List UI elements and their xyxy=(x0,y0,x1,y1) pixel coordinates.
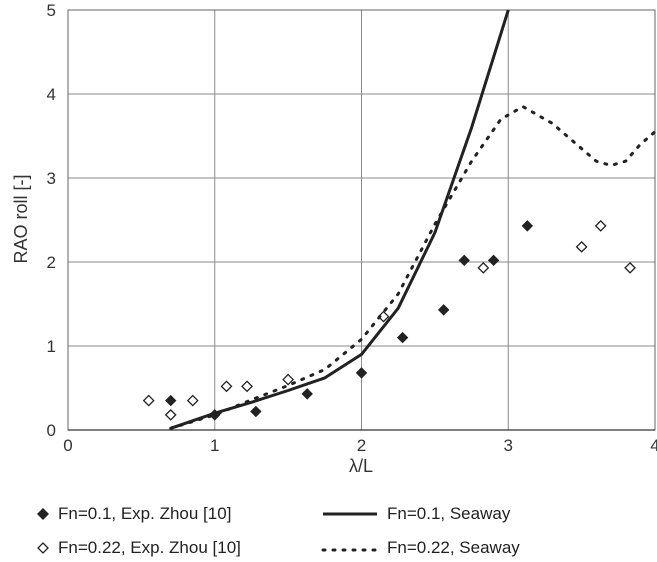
data-point-fn022-exp xyxy=(186,394,199,407)
y-tick-label: 2 xyxy=(47,253,56,272)
y-tick-label: 0 xyxy=(47,421,56,440)
solid-line-icon xyxy=(323,512,377,516)
data-point-fn01-exp xyxy=(458,254,470,267)
x-axis-label: λ/L xyxy=(349,456,373,476)
legend-item-fn022-seaway: Fn=0.22, Seaway xyxy=(321,538,520,558)
series-line-fn01-seaway xyxy=(170,9,510,430)
legend-label: Fn=0.1, Seaway xyxy=(387,504,511,523)
data-point-fn022-exp xyxy=(594,219,607,232)
x-tick-label: 2 xyxy=(357,436,366,455)
data-point-fn022-exp xyxy=(477,261,490,274)
y-tick-label: 5 xyxy=(47,1,56,20)
chart-legend: Fn=0.1, Exp. Zhou [10] Fn=0.1, Seaway Fn… xyxy=(36,498,636,562)
dotted-line-icon xyxy=(321,548,379,552)
plot-area xyxy=(67,9,656,431)
legend-label: Fn=0.1, Exp. Zhou [10] xyxy=(58,504,232,523)
x-tick-label: 0 xyxy=(63,436,72,455)
data-point-fn01-exp xyxy=(487,254,500,267)
legend-item-fn01-exp: Fn=0.1, Exp. Zhou [10] xyxy=(36,504,231,524)
legend-item-fn01-seaway: Fn=0.1, Seaway xyxy=(321,504,510,524)
data-point-fn01-exp xyxy=(355,367,368,379)
tick-labels: 0 1 2 3 4 0 1 2 3 4 5 xyxy=(47,1,657,455)
data-point-fn022-exp xyxy=(241,380,253,393)
data-point-fn022-exp xyxy=(142,394,155,407)
data-point-fn022-exp xyxy=(164,408,177,421)
open-diamond-icon xyxy=(37,542,49,554)
data-point-fn01-exp xyxy=(521,220,534,232)
data-point-fn022-exp xyxy=(575,240,588,253)
series-layer xyxy=(142,9,657,430)
filled-diamond-icon xyxy=(37,508,49,520)
data-point-fn01-exp xyxy=(437,304,450,316)
x-tick-label: 3 xyxy=(504,436,513,455)
legend-item-fn022-exp: Fn=0.22, Exp. Zhou [10] xyxy=(36,538,241,558)
y-tick-label: 4 xyxy=(47,85,56,104)
roll-rao-chart: 0 1 2 3 4 0 1 2 3 4 5 λ/L RAO roll [-] xyxy=(11,1,657,476)
data-point-fn01-exp xyxy=(165,394,177,407)
y-axis-label: RAO roll [-] xyxy=(11,174,31,263)
y-tick-label: 3 xyxy=(47,169,56,188)
data-point-fn022-exp xyxy=(624,261,636,274)
y-tick-label: 1 xyxy=(47,337,56,356)
data-point-fn01-exp xyxy=(250,405,262,418)
series-line-fn022-seaway xyxy=(169,105,657,430)
data-point-fn022-exp xyxy=(282,373,295,386)
chart-grid xyxy=(67,9,656,431)
data-point-fn01-exp xyxy=(396,331,409,344)
data-point-fn022-exp xyxy=(377,310,390,323)
data-point-fn022-exp xyxy=(220,380,233,393)
legend-label: Fn=0.22, Exp. Zhou [10] xyxy=(58,538,241,557)
x-tick-label: 1 xyxy=(210,436,219,455)
legend-label: Fn=0.22, Seaway xyxy=(387,538,520,557)
x-tick-label: 4 xyxy=(650,436,657,455)
data-point-fn01-exp xyxy=(301,388,313,400)
